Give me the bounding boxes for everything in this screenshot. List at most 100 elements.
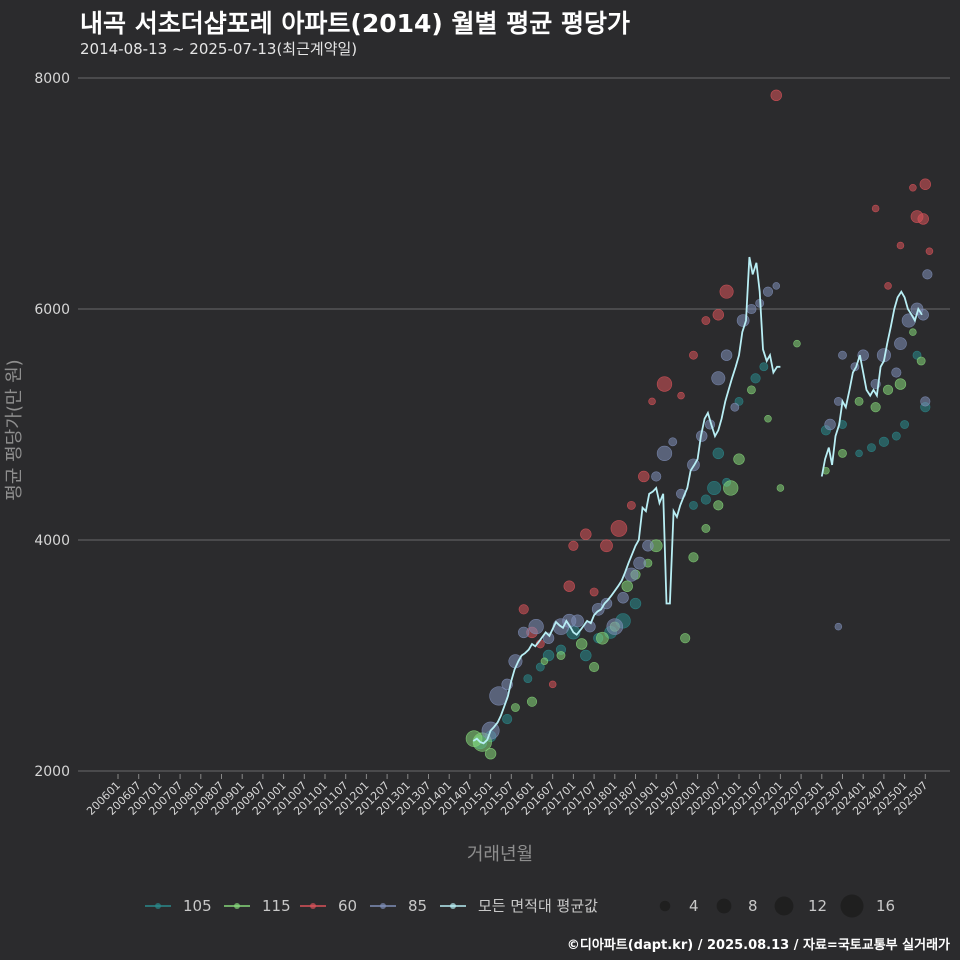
point-115 [733,453,745,465]
size-legend-label-16: 16 [876,897,895,915]
size-legend-label-12: 12 [808,897,827,915]
x-axis-ticks: 2006012006072007012007072008012008072009… [84,774,930,818]
point-115 [596,631,609,645]
average-line-segment-2 [820,289,923,477]
legend-dot-0 [155,903,161,909]
scatter-points [465,89,934,760]
point-60 [770,89,782,102]
point-115 [526,696,538,707]
source-caption: ©디아파트(dapt.kr) / 2025.08.13 / 자료=국토교통부 실… [566,938,950,953]
point-85 [772,282,781,290]
point-85 [651,471,662,482]
point-85 [606,618,624,635]
point-115 [589,661,600,673]
y-tick-label: 6000 [34,302,70,318]
point-115 [575,638,588,650]
point-60 [580,528,592,540]
point-115 [894,378,907,390]
point-105 [707,481,722,496]
point-85 [736,314,750,327]
point-115 [621,580,633,592]
legend-label-4: 모든 면적대 평균값 [478,897,598,915]
size-legend-label-8: 8 [748,897,758,915]
y-tick-label: 4000 [34,533,70,549]
point-115 [713,500,724,511]
point-85 [518,626,530,639]
point-60 [719,284,734,299]
legend-dot-3 [380,903,386,909]
point-105 [855,449,863,458]
point-85 [720,349,733,361]
point-60 [701,316,711,325]
point-115 [882,384,894,395]
point-85 [584,620,596,633]
point-85 [711,371,726,386]
point-85 [591,602,605,616]
point-105 [535,662,545,672]
chart-title: 내곡 서초더샵포레 아파트(2014) 월별 평균 평당가 [80,9,630,38]
point-85 [633,556,646,570]
point-60 [925,247,934,256]
y-tick-label: 2000 [34,764,70,780]
x-axis-title: 거래년월 [467,844,533,865]
point-60 [712,309,724,321]
size-legend-circle-4 [659,900,671,912]
point-85 [901,313,916,328]
y-axis-title: 평균 평당가(만 원) [4,359,25,500]
point-105 [712,447,724,460]
point-60 [917,213,929,225]
size-legend-circle-8 [716,898,732,914]
legend-label-3: 85 [408,897,427,915]
point-60 [871,204,880,213]
legend-dot-4 [450,903,456,909]
point-85 [838,350,847,360]
point-60 [689,350,698,360]
point-115 [701,524,711,533]
point-85 [824,418,836,431]
point-115 [916,356,926,366]
point-115 [511,703,520,712]
point-85 [668,437,678,447]
point-60 [568,540,579,551]
point-115 [484,747,497,760]
point-60 [600,539,613,553]
point-85 [642,540,654,552]
point-60 [884,282,892,290]
point-85 [834,622,843,631]
point-85 [656,445,673,462]
point-60 [518,604,529,615]
point-85 [891,367,902,378]
point-85 [920,396,931,407]
legend-dot-1 [234,903,240,909]
point-60 [656,376,673,392]
point-105 [689,500,698,510]
point-115 [909,328,917,336]
point-105 [502,713,513,725]
chart-subtitle: 2014-08-13 ~ 2025-07-13(최근계약일) [80,40,358,58]
legend-label-1: 115 [262,897,291,915]
average-line-segment-1 [472,256,781,745]
point-60 [610,520,628,537]
point-60 [626,500,636,510]
point-115 [540,657,549,666]
point-85 [730,402,740,412]
legend-label-0: 105 [183,897,212,915]
point-115 [688,552,699,563]
point-60 [548,680,557,689]
point-105 [700,494,711,505]
point-60 [648,397,656,406]
point-60 [909,183,917,192]
grid-lines [78,77,950,772]
point-105 [629,597,642,610]
y-axis-ticks: 2000 4000 6000 8000 [34,71,70,780]
point-60 [919,178,931,190]
point-85 [542,632,555,644]
size-legend-circle-16 [840,894,864,918]
legend-label-2: 60 [338,897,357,915]
point-60 [563,580,575,592]
point-115 [870,402,881,413]
point-105 [867,443,876,452]
y-tick-label: 8000 [34,71,70,87]
point-105 [900,420,909,429]
